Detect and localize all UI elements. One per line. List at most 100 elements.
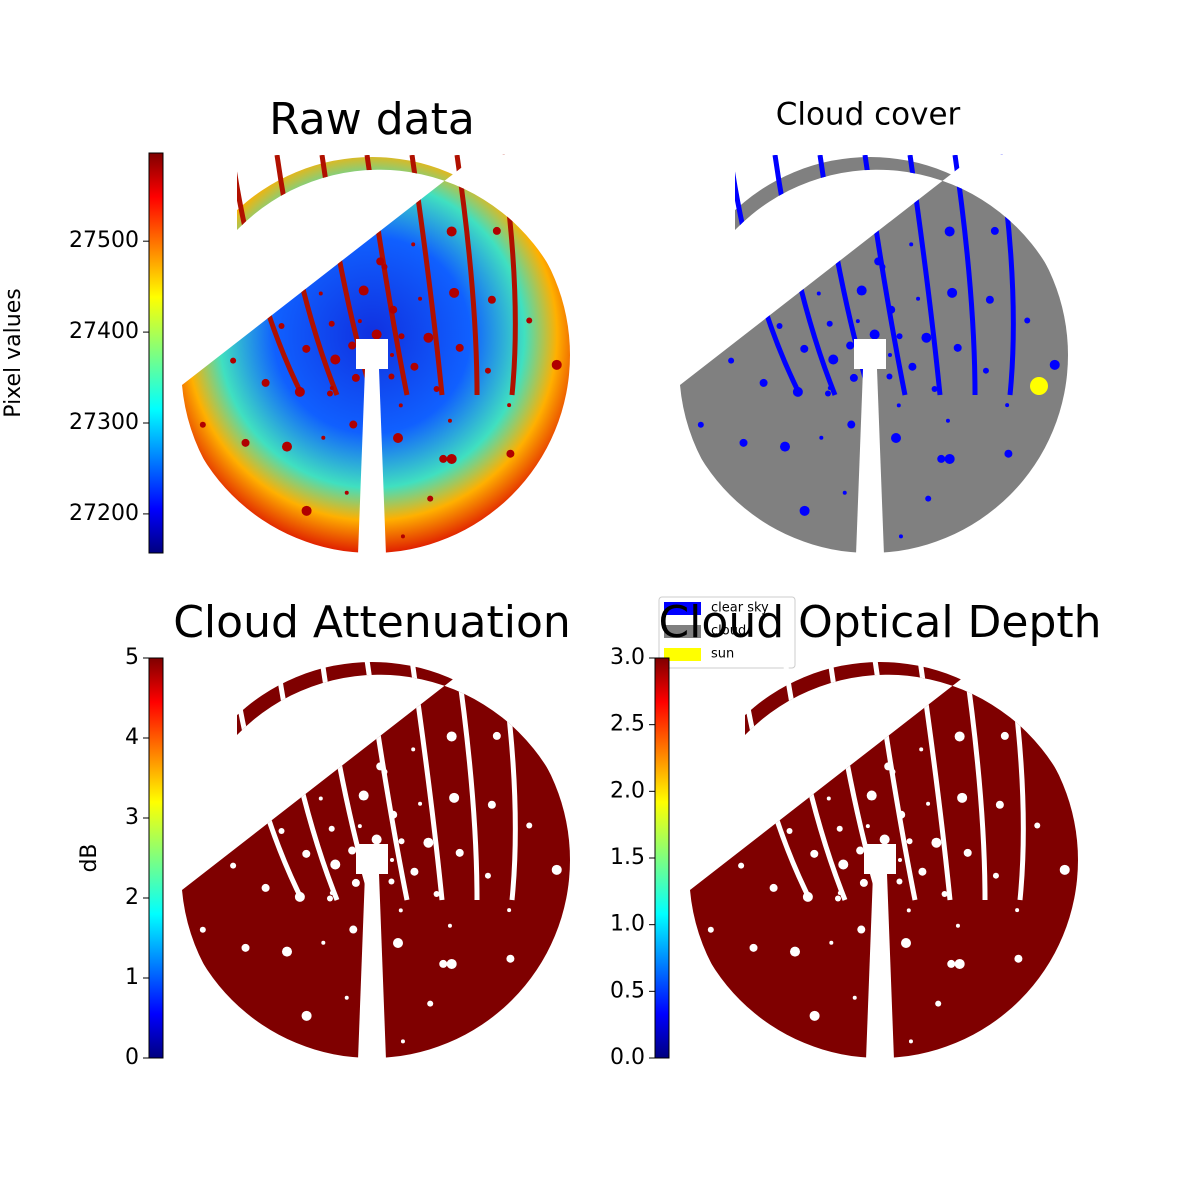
blob (935, 1000, 942, 1007)
blob (344, 490, 349, 495)
blob (316, 253, 327, 264)
blob (712, 828, 717, 833)
blob (866, 790, 877, 801)
colorbar-tick-label: 0 (125, 1045, 139, 1070)
blob (782, 707, 789, 714)
center-mask (356, 844, 388, 874)
blob (838, 859, 849, 870)
blob (819, 435, 824, 440)
blob (433, 386, 440, 393)
blob (879, 834, 890, 845)
blob (274, 202, 281, 209)
blob (446, 453, 457, 464)
blob (849, 726, 856, 733)
blob (990, 226, 999, 235)
blob (814, 253, 825, 264)
legend-swatch (664, 625, 701, 638)
blob (281, 441, 292, 452)
colorbar-tick-label: 1.5 (610, 845, 645, 870)
blob (846, 341, 855, 350)
blob (874, 257, 883, 266)
blob (358, 790, 369, 801)
blob (837, 891, 842, 896)
blob (487, 800, 496, 809)
streak (962, 659, 988, 901)
center-mask (864, 844, 896, 874)
panel-title: Raw data (269, 94, 475, 145)
blob (963, 848, 972, 857)
blob (449, 287, 460, 298)
blob (390, 353, 394, 357)
blob (886, 373, 893, 380)
blob (954, 731, 965, 742)
blob (492, 731, 501, 740)
blob (449, 792, 460, 803)
blob (824, 390, 831, 397)
blob (896, 878, 903, 885)
blob (349, 420, 358, 429)
blob (506, 449, 515, 458)
blob (992, 872, 999, 879)
blob (857, 925, 866, 934)
blob (888, 353, 892, 357)
blob (316, 758, 327, 769)
blob (1059, 864, 1070, 875)
arm-mask (856, 369, 884, 555)
blob (896, 333, 903, 340)
blob (371, 834, 382, 845)
streak (454, 659, 480, 901)
blob (330, 354, 341, 365)
blob (828, 354, 839, 365)
blob (506, 954, 515, 963)
blob (208, 313, 219, 324)
blob (919, 747, 924, 752)
blob (371, 191, 376, 196)
blob (937, 454, 946, 463)
blob (954, 958, 965, 969)
blob (762, 245, 771, 254)
sky-image (182, 154, 570, 555)
blob (985, 295, 994, 304)
blob (439, 959, 448, 968)
blob (294, 891, 305, 902)
blob (526, 317, 533, 324)
blob (278, 828, 285, 835)
blob (1015, 908, 1020, 913)
blob (328, 320, 335, 327)
blob (199, 926, 206, 933)
blob (551, 864, 562, 875)
blob (411, 242, 416, 247)
legend-label: clear sky (711, 601, 769, 616)
colorbar (654, 657, 670, 1059)
blob (716, 818, 727, 829)
streak (952, 154, 978, 396)
colorbar-tick-label: 1.0 (610, 912, 645, 937)
blob (446, 958, 457, 969)
blob (947, 959, 956, 968)
blob (230, 357, 237, 364)
blob (944, 226, 955, 237)
blob (389, 810, 398, 819)
blob (810, 849, 819, 858)
colorbar-label: Pixel values (1, 288, 26, 417)
colorbar-tick-label: 27300 (69, 410, 139, 435)
blob (865, 824, 870, 829)
legend-label: cloud (711, 624, 746, 639)
blob (856, 285, 867, 296)
colorbar (148, 657, 164, 1059)
blob (551, 359, 562, 370)
blob (1034, 822, 1041, 829)
blob (906, 908, 911, 913)
blob (702, 323, 707, 328)
blob (898, 858, 902, 862)
blob (341, 221, 348, 228)
blob (1014, 954, 1023, 963)
blob (931, 837, 942, 848)
panel-title: Cloud Attenuation (173, 597, 571, 648)
blob (341, 726, 348, 733)
blob (982, 367, 989, 374)
colorbar-tick-label: 27400 (69, 319, 139, 344)
sky-image (690, 659, 1078, 1060)
blob (507, 403, 512, 408)
blob (349, 925, 358, 934)
